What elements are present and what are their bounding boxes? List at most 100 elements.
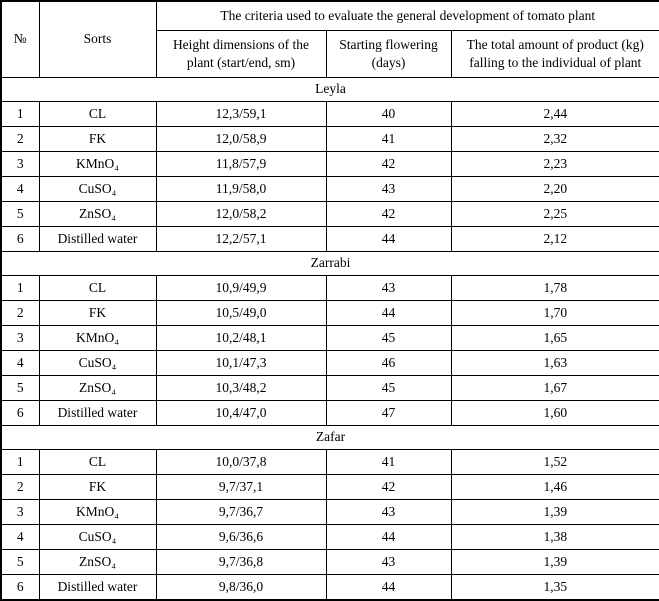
starting-flowering-cell: 43 bbox=[325, 176, 452, 202]
row-number-cell: 2 bbox=[0, 126, 40, 152]
table-row: 4 CuSO₄ 11,9/58,0 43 2,20 bbox=[0, 176, 659, 202]
table-row: 5 ZnSO₄ 12,0/58,2 42 2,25 bbox=[0, 201, 659, 227]
height-dimensions-cell: 9,7/36,7 bbox=[155, 499, 327, 525]
starting-flowering-cell: 44 bbox=[325, 524, 452, 550]
product-amount-cell: 2,12 bbox=[450, 226, 659, 252]
column-group-header-criteria: The criteria used to evaluate the genera… bbox=[155, 0, 659, 31]
height-dimensions-cell: 9,7/36,8 bbox=[155, 549, 327, 575]
sort-cell: FK bbox=[38, 474, 157, 500]
starting-flowering-cell: 44 bbox=[325, 226, 452, 252]
column-header-no: № bbox=[0, 0, 40, 78]
height-dimensions-cell: 10,4/47,0 bbox=[155, 400, 327, 426]
product-amount-cell: 1,35 bbox=[450, 574, 659, 601]
sort-cell: KMnO₄ bbox=[38, 151, 157, 177]
table-row: 4 CuSO₄ 9,6/36,6 44 1,38 bbox=[0, 524, 659, 550]
row-number-cell: 4 bbox=[0, 350, 40, 376]
product-amount-cell: 1,52 bbox=[450, 449, 659, 475]
height-dimensions-cell: 10,3/48,2 bbox=[155, 375, 327, 401]
row-number-cell: 1 bbox=[0, 449, 40, 475]
product-amount-cell: 1,70 bbox=[450, 300, 659, 326]
starting-flowering-cell: 42 bbox=[325, 474, 452, 500]
starting-flowering-cell: 44 bbox=[325, 574, 452, 601]
sort-cell: FK bbox=[38, 300, 157, 326]
row-number-cell: 3 bbox=[0, 151, 40, 177]
product-amount-cell: 1,78 bbox=[450, 275, 659, 301]
sort-cell: ZnSO₄ bbox=[38, 549, 157, 575]
table-row: 6 Distilled water 9,8/36,0 44 1,35 bbox=[0, 574, 659, 601]
product-amount-cell: 1,39 bbox=[450, 499, 659, 525]
row-number-cell: 4 bbox=[0, 524, 40, 550]
table-row: 2 FK 12,0/58,9 41 2,32 bbox=[0, 126, 659, 152]
sort-cell: KMnO₄ bbox=[38, 499, 157, 525]
starting-flowering-cell: 46 bbox=[325, 350, 452, 376]
row-number-cell: 6 bbox=[0, 226, 40, 252]
row-number-cell: 1 bbox=[0, 101, 40, 127]
table-row: 1 CL 10,0/37,8 41 1,52 bbox=[0, 449, 659, 475]
row-number-cell: 2 bbox=[0, 474, 40, 500]
sort-cell: CL bbox=[38, 101, 157, 127]
height-dimensions-cell: 9,6/36,6 bbox=[155, 524, 327, 550]
sort-cell: Distilled water bbox=[38, 400, 157, 426]
starting-flowering-cell: 45 bbox=[325, 325, 452, 351]
row-number-cell: 6 bbox=[0, 574, 40, 601]
height-dimensions-cell: 10,1/47,3 bbox=[155, 350, 327, 376]
starting-flowering-cell: 42 bbox=[325, 151, 452, 177]
sort-cell: CuSO₄ bbox=[38, 350, 157, 376]
starting-flowering-cell: 44 bbox=[325, 300, 452, 326]
starting-flowering-cell: 43 bbox=[325, 499, 452, 525]
row-number-cell: 5 bbox=[0, 549, 40, 575]
height-dimensions-cell: 11,9/58,0 bbox=[155, 176, 327, 202]
table-row: 6 Distilled water 10,4/47,0 47 1,60 bbox=[0, 400, 659, 426]
table-row: 4 CuSO₄ 10,1/47,3 46 1,63 bbox=[0, 350, 659, 376]
height-dimensions-cell: 9,8/36,0 bbox=[155, 574, 327, 601]
section-header-row: Zarrabi bbox=[0, 251, 659, 276]
product-amount-cell: 1,46 bbox=[450, 474, 659, 500]
section-header-row: Leyla bbox=[0, 77, 659, 102]
table-header: № Sorts The criteria used to evaluate th… bbox=[0, 0, 659, 78]
height-dimensions-cell: 11,8/57,9 bbox=[155, 151, 327, 177]
section-header-row: Zafar bbox=[0, 425, 659, 450]
row-number-cell: 3 bbox=[0, 499, 40, 525]
sort-cell: Distilled water bbox=[38, 226, 157, 252]
sort-cell: ZnSO₄ bbox=[38, 201, 157, 227]
sort-cell: CL bbox=[38, 275, 157, 301]
table-row: 3 KMnO₄ 10,2/48,1 45 1,65 bbox=[0, 325, 659, 351]
column-header-height: Height dimensions of the plant (start/en… bbox=[155, 30, 327, 78]
height-dimensions-cell: 10,9/49,9 bbox=[155, 275, 327, 301]
row-number-cell: 6 bbox=[0, 400, 40, 426]
row-number-cell: 3 bbox=[0, 325, 40, 351]
table-row: 3 KMnO₄ 9,7/36,7 43 1,39 bbox=[0, 499, 659, 525]
starting-flowering-cell: 47 bbox=[325, 400, 452, 426]
height-dimensions-cell: 10,2/48,1 bbox=[155, 325, 327, 351]
height-dimensions-cell: 12,3/59,1 bbox=[155, 101, 327, 127]
row-number-cell: 5 bbox=[0, 201, 40, 227]
height-dimensions-cell: 12,2/57,1 bbox=[155, 226, 327, 252]
row-number-cell: 4 bbox=[0, 176, 40, 202]
height-dimensions-cell: 12,0/58,2 bbox=[155, 201, 327, 227]
starting-flowering-cell: 40 bbox=[325, 101, 452, 127]
row-number-cell: 2 bbox=[0, 300, 40, 326]
column-header-flowering: Starting flowering (days) bbox=[325, 30, 452, 78]
section-name: Zafar bbox=[0, 425, 659, 450]
starting-flowering-cell: 42 bbox=[325, 201, 452, 227]
height-dimensions-cell: 9,7/37,1 bbox=[155, 474, 327, 500]
table-row: 2 FK 9,7/37,1 42 1,46 bbox=[0, 474, 659, 500]
sort-cell: KMnO₄ bbox=[38, 325, 157, 351]
height-dimensions-cell: 10,5/49,0 bbox=[155, 300, 327, 326]
product-amount-cell: 1,63 bbox=[450, 350, 659, 376]
starting-flowering-cell: 41 bbox=[325, 126, 452, 152]
product-amount-cell: 2,25 bbox=[450, 201, 659, 227]
section-name: Leyla bbox=[0, 77, 659, 102]
product-amount-cell: 2,32 bbox=[450, 126, 659, 152]
sort-cell: FK bbox=[38, 126, 157, 152]
starting-flowering-cell: 41 bbox=[325, 449, 452, 475]
product-amount-cell: 2,20 bbox=[450, 176, 659, 202]
row-number-cell: 5 bbox=[0, 375, 40, 401]
sort-cell: CuSO₄ bbox=[38, 176, 157, 202]
sort-cell: Distilled water bbox=[38, 574, 157, 601]
starting-flowering-cell: 45 bbox=[325, 375, 452, 401]
sort-cell: CuSO₄ bbox=[38, 524, 157, 550]
table-body: Leyla 1 CL 12,3/59,1 40 2,44 2 FK 12,0/5… bbox=[0, 77, 659, 601]
